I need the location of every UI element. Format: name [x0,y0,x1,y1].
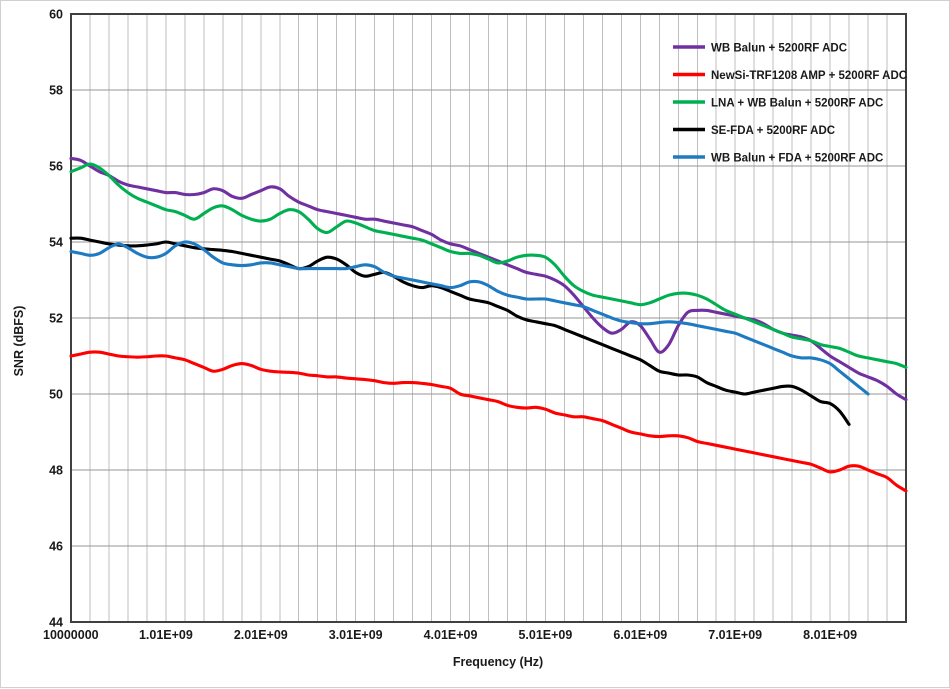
series-line-1 [69,350,908,493]
y-tick-label: 48 [49,464,63,478]
x-tick-label: 4.01E+09 [424,628,478,642]
x-tick-label: 3.01E+09 [329,628,383,642]
chart-legend: WB Balun + 5200RF ADC NewSi-TRF1208 AMP +… [673,43,907,165]
legend-label: LNA + WB Balun + 5200RF ADC [711,98,883,110]
series-line-4 [69,240,870,396]
x-tick-label: 1.01E+09 [139,628,193,642]
x-tick-label: 5.01E+09 [518,628,572,642]
y-axis-tick-labels: 44 46 48 50 52 54 56 58 60 [49,8,63,630]
y-axis-title: SNR (dBFS) [12,306,26,377]
y-tick-label: 56 [49,160,63,174]
y-tick-label: 60 [49,8,63,22]
legend-label: SE-FDA + 5200RF ADC [711,125,835,137]
x-tick-label: 6.01E+09 [613,628,667,642]
legend-label: WB Balun + FDA + 5200RF ADC [711,153,883,165]
x-tick-label: 7.01E+09 [708,628,762,642]
y-tick-label: 54 [49,236,63,250]
x-tick-label: 10000000 [43,628,99,642]
y-tick-label: 46 [49,540,63,554]
legend-label: NewSi-TRF1208 AMP + 5200RF ADC [711,70,907,82]
horizontal-gridlines [71,89,906,547]
x-axis-tick-labels: 10000000 1.01E+09 2.01E+09 3.01E+09 4.01E+09… [43,628,857,642]
y-tick-label: 52 [49,312,63,326]
y-tick-label: 44 [49,616,63,630]
x-axis-title: Frequency (Hz) [453,655,543,669]
x-tick-label: 2.01E+09 [234,628,288,642]
y-tick-label: 50 [49,388,63,402]
series-line-2 [69,162,908,369]
y-tick-label: 58 [49,84,63,98]
x-tick-label: 8.01E+09 [803,628,857,642]
plot-border [70,13,907,623]
series-lines [69,156,908,493]
legend-label: WB Balun + 5200RF ADC [711,43,847,55]
